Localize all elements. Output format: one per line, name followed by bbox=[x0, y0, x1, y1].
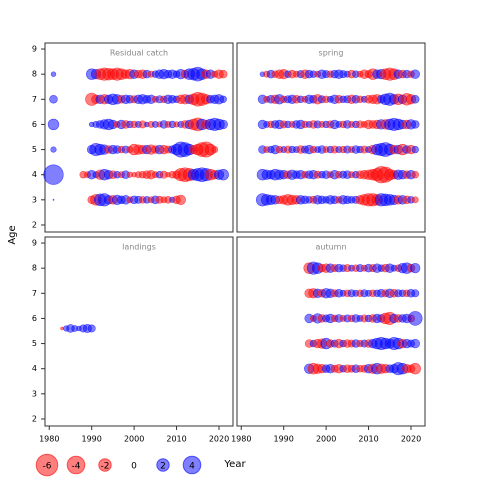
y-axis-label: Age bbox=[7, 225, 18, 244]
panel-frame bbox=[44, 42, 234, 233]
y-tick-label: 5 bbox=[32, 339, 37, 348]
bubble bbox=[217, 169, 229, 181]
legend-label: 2 bbox=[160, 462, 166, 472]
panel-frame bbox=[236, 42, 426, 233]
legend-bubble bbox=[156, 458, 170, 472]
y-tick-label: 3 bbox=[32, 195, 37, 204]
y-tick-label: 6 bbox=[32, 120, 37, 129]
bubble bbox=[211, 146, 219, 153]
y-tick-label: 7 bbox=[32, 289, 37, 298]
legend-label: -6 bbox=[43, 462, 52, 472]
bubble bbox=[410, 263, 421, 274]
y-tick-label: 4 bbox=[32, 170, 37, 179]
x-tick-label: 2000 bbox=[124, 435, 144, 444]
bubble bbox=[411, 145, 419, 154]
x-tick-label: 1990 bbox=[82, 435, 102, 444]
legend-bubble bbox=[182, 455, 202, 475]
y-tick-label: 9 bbox=[32, 239, 37, 248]
x-tick-label: 2010 bbox=[358, 435, 378, 444]
panel-title: autumn bbox=[315, 243, 346, 252]
bubble bbox=[409, 363, 421, 375]
y-tick-label: 2 bbox=[32, 220, 37, 229]
bubble bbox=[407, 311, 423, 326]
bubble bbox=[47, 118, 60, 131]
bubble bbox=[87, 324, 96, 333]
y-tick-label: 9 bbox=[32, 45, 37, 54]
y-tick-label: 3 bbox=[32, 389, 37, 398]
legend-bubble bbox=[66, 455, 86, 475]
bubble bbox=[410, 69, 420, 79]
bubble bbox=[50, 71, 57, 77]
y-tick-label: 8 bbox=[32, 70, 37, 79]
legend-label: 0 bbox=[131, 462, 137, 472]
bubble bbox=[50, 146, 57, 153]
bubble bbox=[411, 120, 420, 129]
legend-label: -2 bbox=[101, 462, 110, 472]
bubble bbox=[52, 198, 55, 201]
x-tick-label: 1980 bbox=[231, 435, 251, 444]
bubble bbox=[60, 326, 64, 331]
x-axis-label: Year bbox=[223, 459, 246, 470]
panel-frame bbox=[236, 236, 426, 427]
legend-bubble bbox=[35, 453, 59, 477]
y-tick-label: 5 bbox=[32, 145, 37, 154]
legend-bubble bbox=[98, 458, 112, 472]
bubble bbox=[49, 95, 58, 104]
y-tick-label: 8 bbox=[32, 264, 37, 273]
panel-frame bbox=[44, 236, 234, 427]
panel-title: landings bbox=[122, 243, 156, 252]
bubble bbox=[43, 164, 64, 185]
bubble bbox=[411, 95, 420, 104]
x-tick-label: 2000 bbox=[316, 435, 336, 444]
bubble bbox=[411, 289, 420, 298]
bubble bbox=[411, 170, 419, 179]
panel-title: Residual catch bbox=[110, 49, 168, 58]
bubble bbox=[411, 196, 419, 204]
x-tick-label: 1980 bbox=[39, 435, 59, 444]
y-tick-label: 7 bbox=[32, 95, 37, 104]
x-tick-label: 2020 bbox=[209, 435, 229, 444]
legend-label: 4 bbox=[189, 462, 195, 472]
x-tick-label: 2010 bbox=[166, 435, 186, 444]
legend-label: -4 bbox=[72, 462, 81, 472]
panel-title: spring bbox=[319, 49, 344, 58]
bubble bbox=[219, 95, 227, 104]
bubble bbox=[410, 338, 420, 349]
y-tick-label: 2 bbox=[32, 414, 37, 423]
bubble bbox=[175, 194, 186, 205]
bubble bbox=[219, 69, 228, 79]
bubble bbox=[218, 119, 228, 130]
x-tick-label: 1990 bbox=[274, 435, 294, 444]
x-tick-label: 2020 bbox=[401, 435, 421, 444]
y-tick-label: 4 bbox=[32, 364, 37, 373]
y-tick-label: 6 bbox=[32, 314, 37, 323]
